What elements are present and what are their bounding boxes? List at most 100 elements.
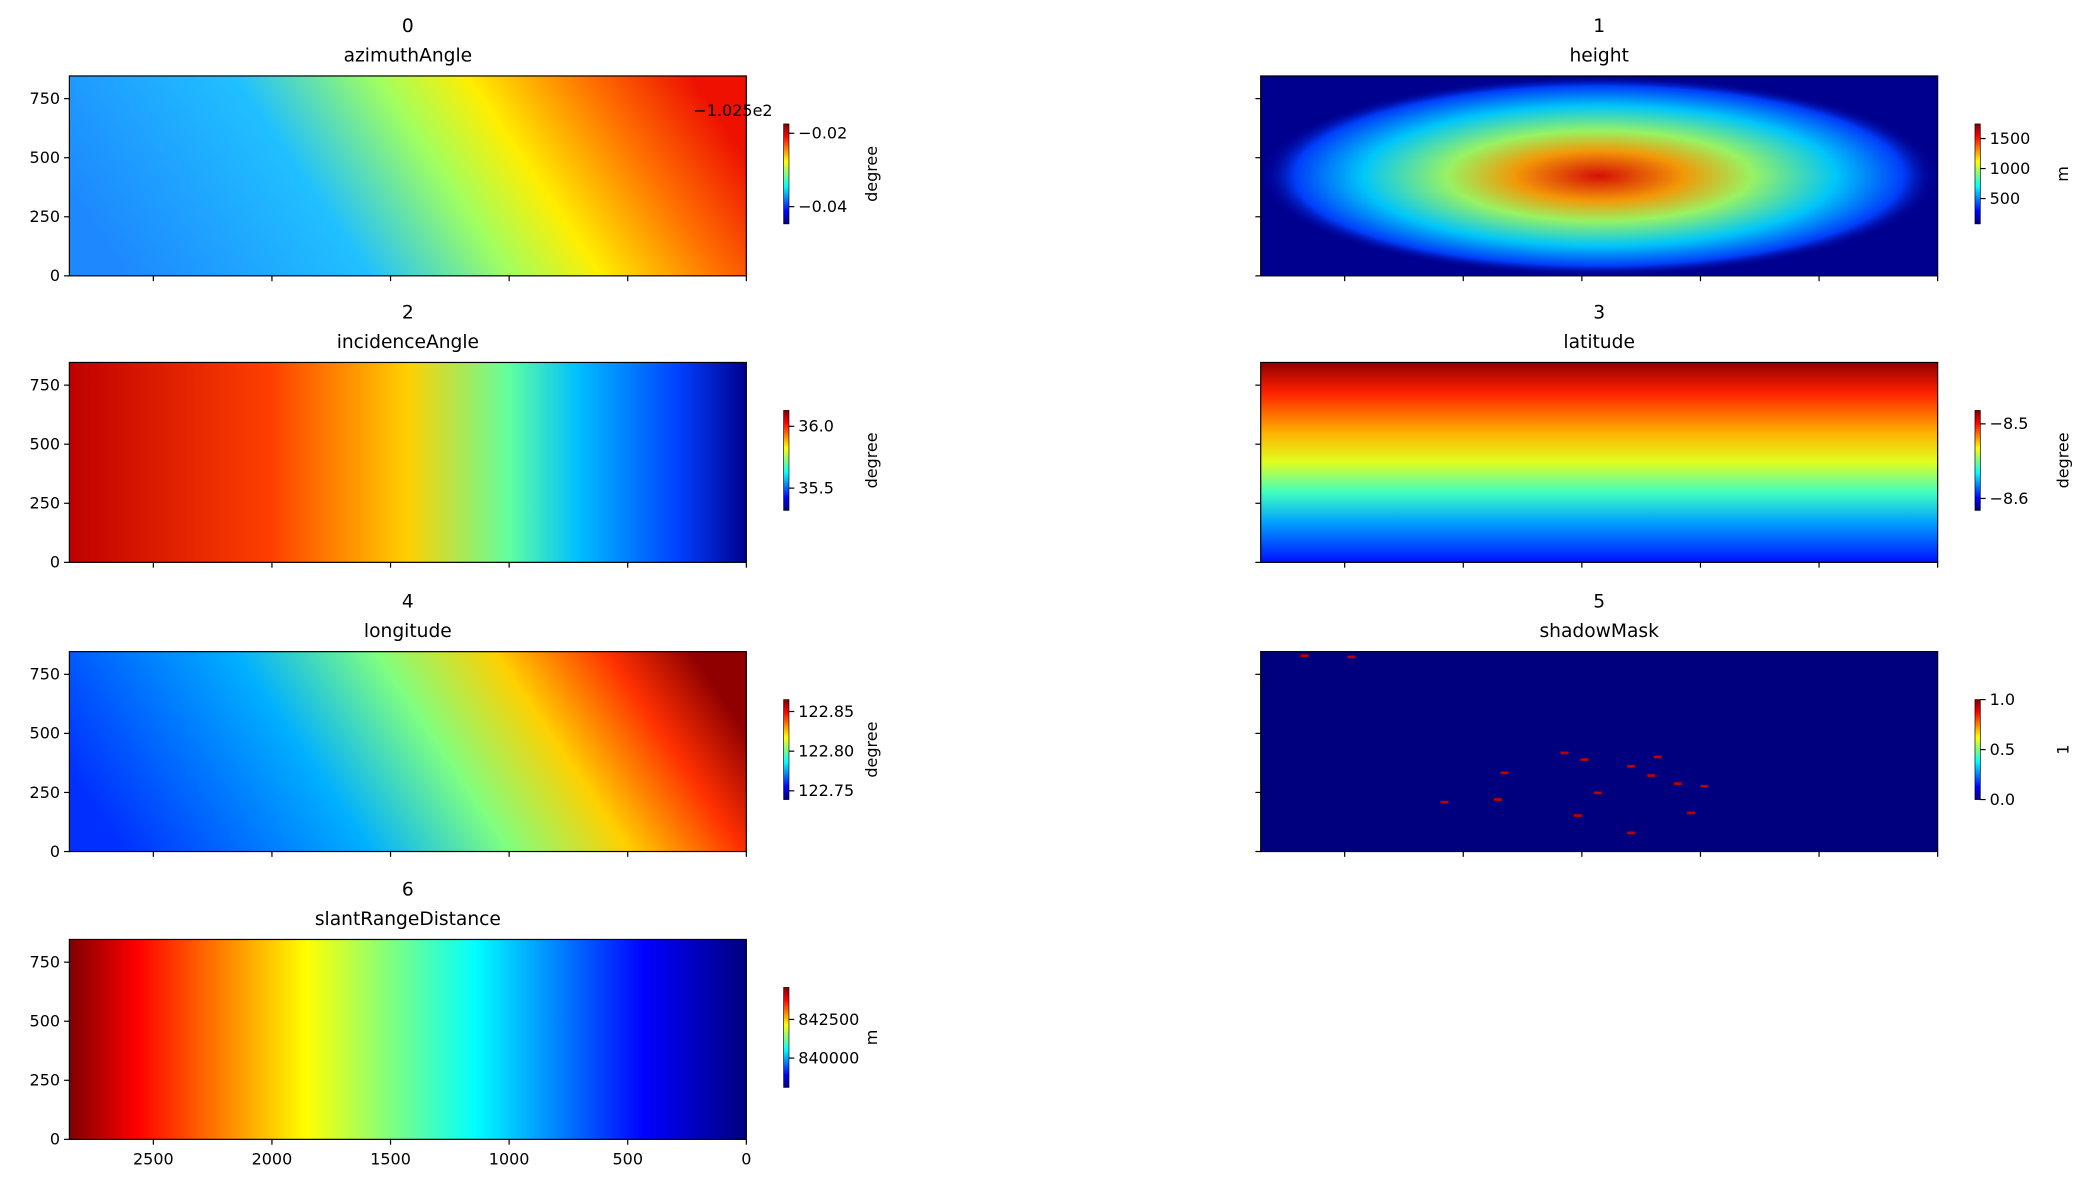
colorbar-label: degree (2053, 432, 2072, 488)
x-tick-label: 2000 (252, 1150, 293, 1169)
y-tick-label: 250 (30, 1071, 61, 1090)
y-tick-label: 0 (50, 266, 60, 285)
shadow-speck (1300, 654, 1309, 657)
shadow-speck (1440, 800, 1449, 804)
colorbar-label: degree (862, 432, 881, 488)
shadow-speck (1647, 774, 1656, 777)
colorbar-tick-label: 35.5 (798, 478, 834, 497)
panel-title: latitude (1563, 332, 1635, 353)
colorbar-tick-label: 36.0 (798, 417, 834, 436)
panel-number: 6 (402, 879, 414, 900)
y-tick-label: 500 (30, 148, 61, 167)
panel-title: azimuthAngle (344, 45, 473, 66)
colorbar-tick-label: 1.0 (1990, 690, 2015, 709)
colorbar (783, 410, 790, 511)
shadow-speck (1687, 811, 1696, 815)
colorbar (1974, 410, 1981, 511)
x-tick-label: 0 (741, 1150, 751, 1169)
panel-number: 4 (402, 592, 414, 613)
axes-frame (68, 651, 747, 853)
y-tick-label: 0 (50, 842, 60, 861)
colorbar-label: m (862, 1030, 881, 1046)
image-fill (1260, 75, 1938, 276)
heatmap-image (69, 362, 747, 563)
heatmap-image (1260, 651, 1938, 852)
panel-title: shadowMask (1539, 621, 1659, 642)
colorbar-tick-label: −8.5 (1990, 414, 2029, 433)
colorbar-label: degree (862, 146, 881, 202)
shadow-speck (1627, 764, 1636, 768)
shadow-speck (1593, 791, 1602, 795)
colorbar-tick-label: 122.75 (798, 781, 854, 800)
axes-frame (1260, 361, 1939, 563)
x-tick-label: 1500 (370, 1150, 411, 1169)
colorbar-tick-label: 840000 (798, 1048, 859, 1067)
axes-frame (68, 75, 747, 277)
colorbar-tick-label: −0.04 (798, 197, 847, 216)
image-fill (69, 651, 747, 852)
colorbar-tick-label: 842500 (798, 1010, 859, 1029)
y-tick-label: 500 (30, 724, 61, 743)
colorbar (1974, 699, 1981, 800)
panel-number: 1 (1593, 16, 1605, 37)
shadow-speck (1500, 771, 1509, 775)
x-tick-label: 500 (612, 1150, 643, 1169)
y-tick-label: 250 (30, 207, 61, 226)
heatmap-image (69, 75, 747, 276)
colorbar-tick-label: 0.0 (1990, 790, 2015, 809)
panel-title: incidenceAngle (337, 332, 479, 353)
shadow-speck (1700, 784, 1709, 788)
x-tick-label: 1000 (489, 1150, 530, 1169)
heatmap-image (69, 939, 747, 1140)
colorbar-tick-label: 500 (1990, 189, 2021, 208)
panel-title: slantRangeDistance (315, 909, 501, 930)
y-tick-label: 0 (50, 1130, 60, 1149)
y-tick-label: 250 (30, 494, 61, 513)
colorbar-label: degree (862, 722, 881, 778)
shadow-speck (1573, 814, 1582, 817)
colorbar-label: 1 (2053, 744, 2072, 754)
colorbar-offset: −1.025e2 (693, 101, 772, 120)
colorbar (783, 123, 790, 225)
shadow-speck (1347, 655, 1356, 659)
y-tick-label: 0 (50, 553, 60, 572)
axes-frame (1260, 75, 1939, 277)
panel-number: 0 (402, 16, 414, 37)
panel-number: 3 (1593, 302, 1605, 323)
shadow-speck (1580, 758, 1589, 761)
colorbar (783, 699, 790, 800)
colorbar-tick-label: −8.6 (1990, 489, 2029, 508)
y-tick-label: 750 (30, 665, 61, 684)
y-tick-label: 750 (30, 89, 61, 108)
y-tick-label: 750 (30, 375, 61, 394)
shadow-speck (1627, 831, 1636, 835)
y-tick-label: 750 (30, 952, 61, 971)
axes-frame (1260, 651, 1939, 853)
y-tick-label: 500 (30, 435, 61, 454)
y-tick-label: 500 (30, 1012, 61, 1031)
panel-title: height (1569, 45, 1628, 66)
colorbar-tick-label: 0.5 (1990, 740, 2015, 759)
shadow-speck (1673, 782, 1682, 785)
x-tick-label: 2500 (133, 1150, 174, 1169)
heatmap-image (1260, 75, 1938, 276)
colorbar-tick-label: −0.02 (798, 124, 847, 143)
colorbar (1974, 123, 1981, 225)
y-tick-label: 250 (30, 783, 61, 802)
colorbar (783, 987, 790, 1088)
shadow-speck (1560, 751, 1569, 755)
colorbar-tick-label: 1500 (1990, 129, 2031, 148)
axes-frame (68, 938, 747, 1140)
image-bg (1260, 651, 1938, 852)
colorbar-tick-label: 1000 (1990, 159, 2031, 178)
shadow-speck (1653, 755, 1662, 759)
panel-number: 2 (402, 302, 414, 323)
image-fill (69, 939, 747, 1140)
panel-number: 5 (1593, 592, 1605, 613)
axes-frame (68, 361, 747, 563)
panel-title: longitude (364, 621, 452, 642)
colorbar-tick-label: 122.80 (798, 741, 854, 760)
colorbar-tick-label: 122.85 (798, 702, 854, 721)
shadow-speck (1493, 798, 1502, 801)
